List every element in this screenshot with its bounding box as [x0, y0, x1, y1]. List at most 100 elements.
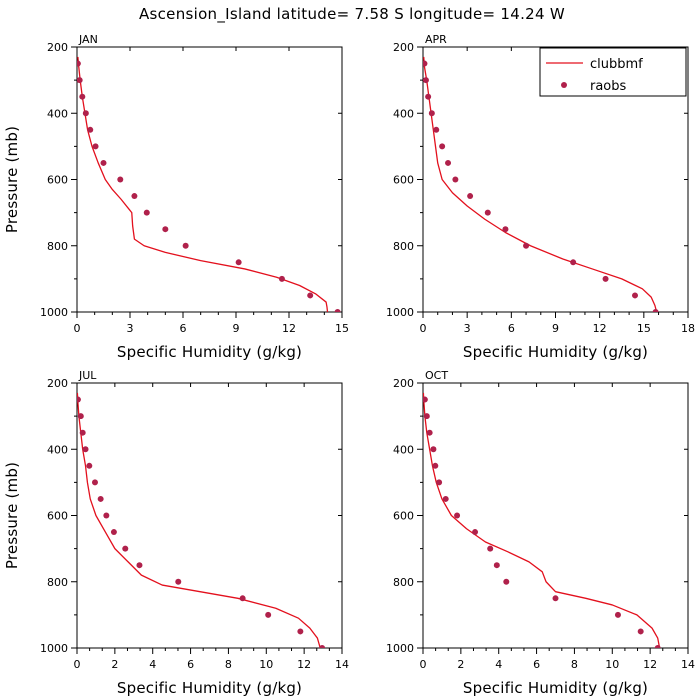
y-tick-label: 800	[393, 240, 414, 253]
x-tick-label: 6	[533, 658, 540, 671]
x-tick-label: 6	[180, 322, 187, 335]
data-point	[110, 529, 117, 536]
x-tick-label: 18	[681, 322, 695, 335]
data-point	[445, 159, 452, 166]
data-point	[426, 429, 433, 436]
data-point	[136, 562, 143, 569]
x-tick-label: 3	[127, 322, 134, 335]
panel-label: OCT	[425, 369, 448, 382]
data-point	[423, 77, 429, 84]
series-points-raobs	[423, 396, 661, 648]
data-point	[77, 396, 81, 403]
data-point	[87, 126, 94, 133]
data-point	[423, 60, 428, 67]
x-tick-label: 3	[464, 322, 471, 335]
y-tick-label: 600	[47, 510, 68, 523]
data-point	[319, 645, 326, 648]
y-tick-label: 200	[47, 377, 68, 390]
data-point	[297, 628, 304, 635]
x-tick-label: 0	[420, 658, 427, 671]
data-point	[552, 595, 559, 602]
data-point	[637, 628, 644, 635]
y-tick-label: 1000	[40, 642, 68, 655]
series-line-clubbmf	[77, 392, 321, 648]
data-point	[278, 275, 285, 282]
figure-title: Ascension_Island latitude= 7.58 S longit…	[139, 5, 565, 24]
x-tick-label: 0	[420, 322, 427, 335]
x-tick-label: 15	[335, 322, 349, 335]
data-point	[91, 479, 98, 486]
y-tick-label: 400	[393, 107, 414, 120]
data-point	[602, 275, 609, 282]
data-point	[122, 545, 129, 552]
x-tick-label: 0	[74, 658, 81, 671]
y-tick-label: 600	[47, 174, 68, 187]
data-point	[502, 226, 509, 233]
x-tick-label: 8	[571, 658, 578, 671]
data-point	[452, 176, 459, 183]
x-tick-label: 12	[593, 322, 607, 335]
x-axis-label: Specific Humidity (g/kg)	[117, 679, 302, 697]
x-tick-label: 12	[643, 658, 657, 671]
series-points-raobs	[77, 60, 341, 312]
data-point	[182, 242, 189, 249]
y-tick-label: 800	[47, 576, 68, 589]
data-point	[654, 645, 661, 648]
legend-label-obs: raobs	[590, 79, 627, 94]
data-point	[467, 193, 474, 200]
data-point	[235, 259, 242, 266]
panel-label: JAN	[78, 33, 98, 46]
data-point	[454, 512, 461, 519]
data-point	[484, 209, 491, 216]
data-point	[77, 77, 83, 84]
data-point	[97, 495, 104, 502]
y-tick-label: 1000	[40, 306, 68, 319]
data-point	[439, 143, 446, 150]
x-tick-label: 10	[605, 658, 619, 671]
x-tick-label: 4	[149, 658, 156, 671]
data-point	[423, 396, 428, 403]
data-point	[334, 309, 341, 312]
y-tick-label: 1000	[386, 642, 414, 655]
x-tick-label: 12	[297, 658, 311, 671]
data-point	[428, 110, 435, 117]
legend-point-swatch	[561, 82, 567, 88]
data-point	[503, 578, 510, 585]
data-point	[432, 462, 439, 469]
data-point	[239, 595, 246, 602]
data-point	[433, 126, 440, 133]
legend: clubbmf raobs	[539, 47, 687, 97]
plot-area	[77, 392, 326, 648]
data-point	[175, 578, 182, 585]
data-point	[79, 93, 86, 100]
x-tick-label: 9	[233, 322, 240, 335]
data-point	[523, 242, 530, 249]
x-tick-label: 12	[282, 322, 296, 335]
data-point	[79, 429, 86, 436]
x-tick-label: 14	[335, 658, 349, 671]
data-point	[143, 209, 150, 216]
series-points-raobs	[423, 60, 659, 312]
data-point	[86, 462, 93, 469]
panel-label: JUL	[78, 369, 97, 382]
data-point	[92, 143, 99, 150]
data-point	[82, 446, 89, 453]
y-tick-label: 200	[47, 41, 68, 54]
data-point	[614, 611, 621, 618]
data-point	[425, 93, 432, 100]
data-point	[493, 562, 500, 569]
x-tick-label: 0	[74, 322, 81, 335]
data-point	[436, 479, 443, 486]
x-axis-label: Specific Humidity (g/kg)	[463, 679, 648, 697]
y-tick-label: 600	[393, 510, 414, 523]
plot-area	[77, 56, 341, 312]
y-tick-label: 800	[47, 240, 68, 253]
data-point	[632, 292, 638, 299]
series-line-clubbmf	[423, 392, 661, 648]
x-axis-label: Specific Humidity (g/kg)	[463, 343, 648, 361]
y-tick-label: 200	[393, 377, 414, 390]
y-tick-label: 400	[393, 443, 414, 456]
panel-apr: 0 3 6 9 12 15 18 200 400 600 800 1000 APR Specific Hu…	[386, 33, 695, 361]
data-point	[100, 159, 107, 166]
x-tick-label: 6	[508, 322, 515, 335]
